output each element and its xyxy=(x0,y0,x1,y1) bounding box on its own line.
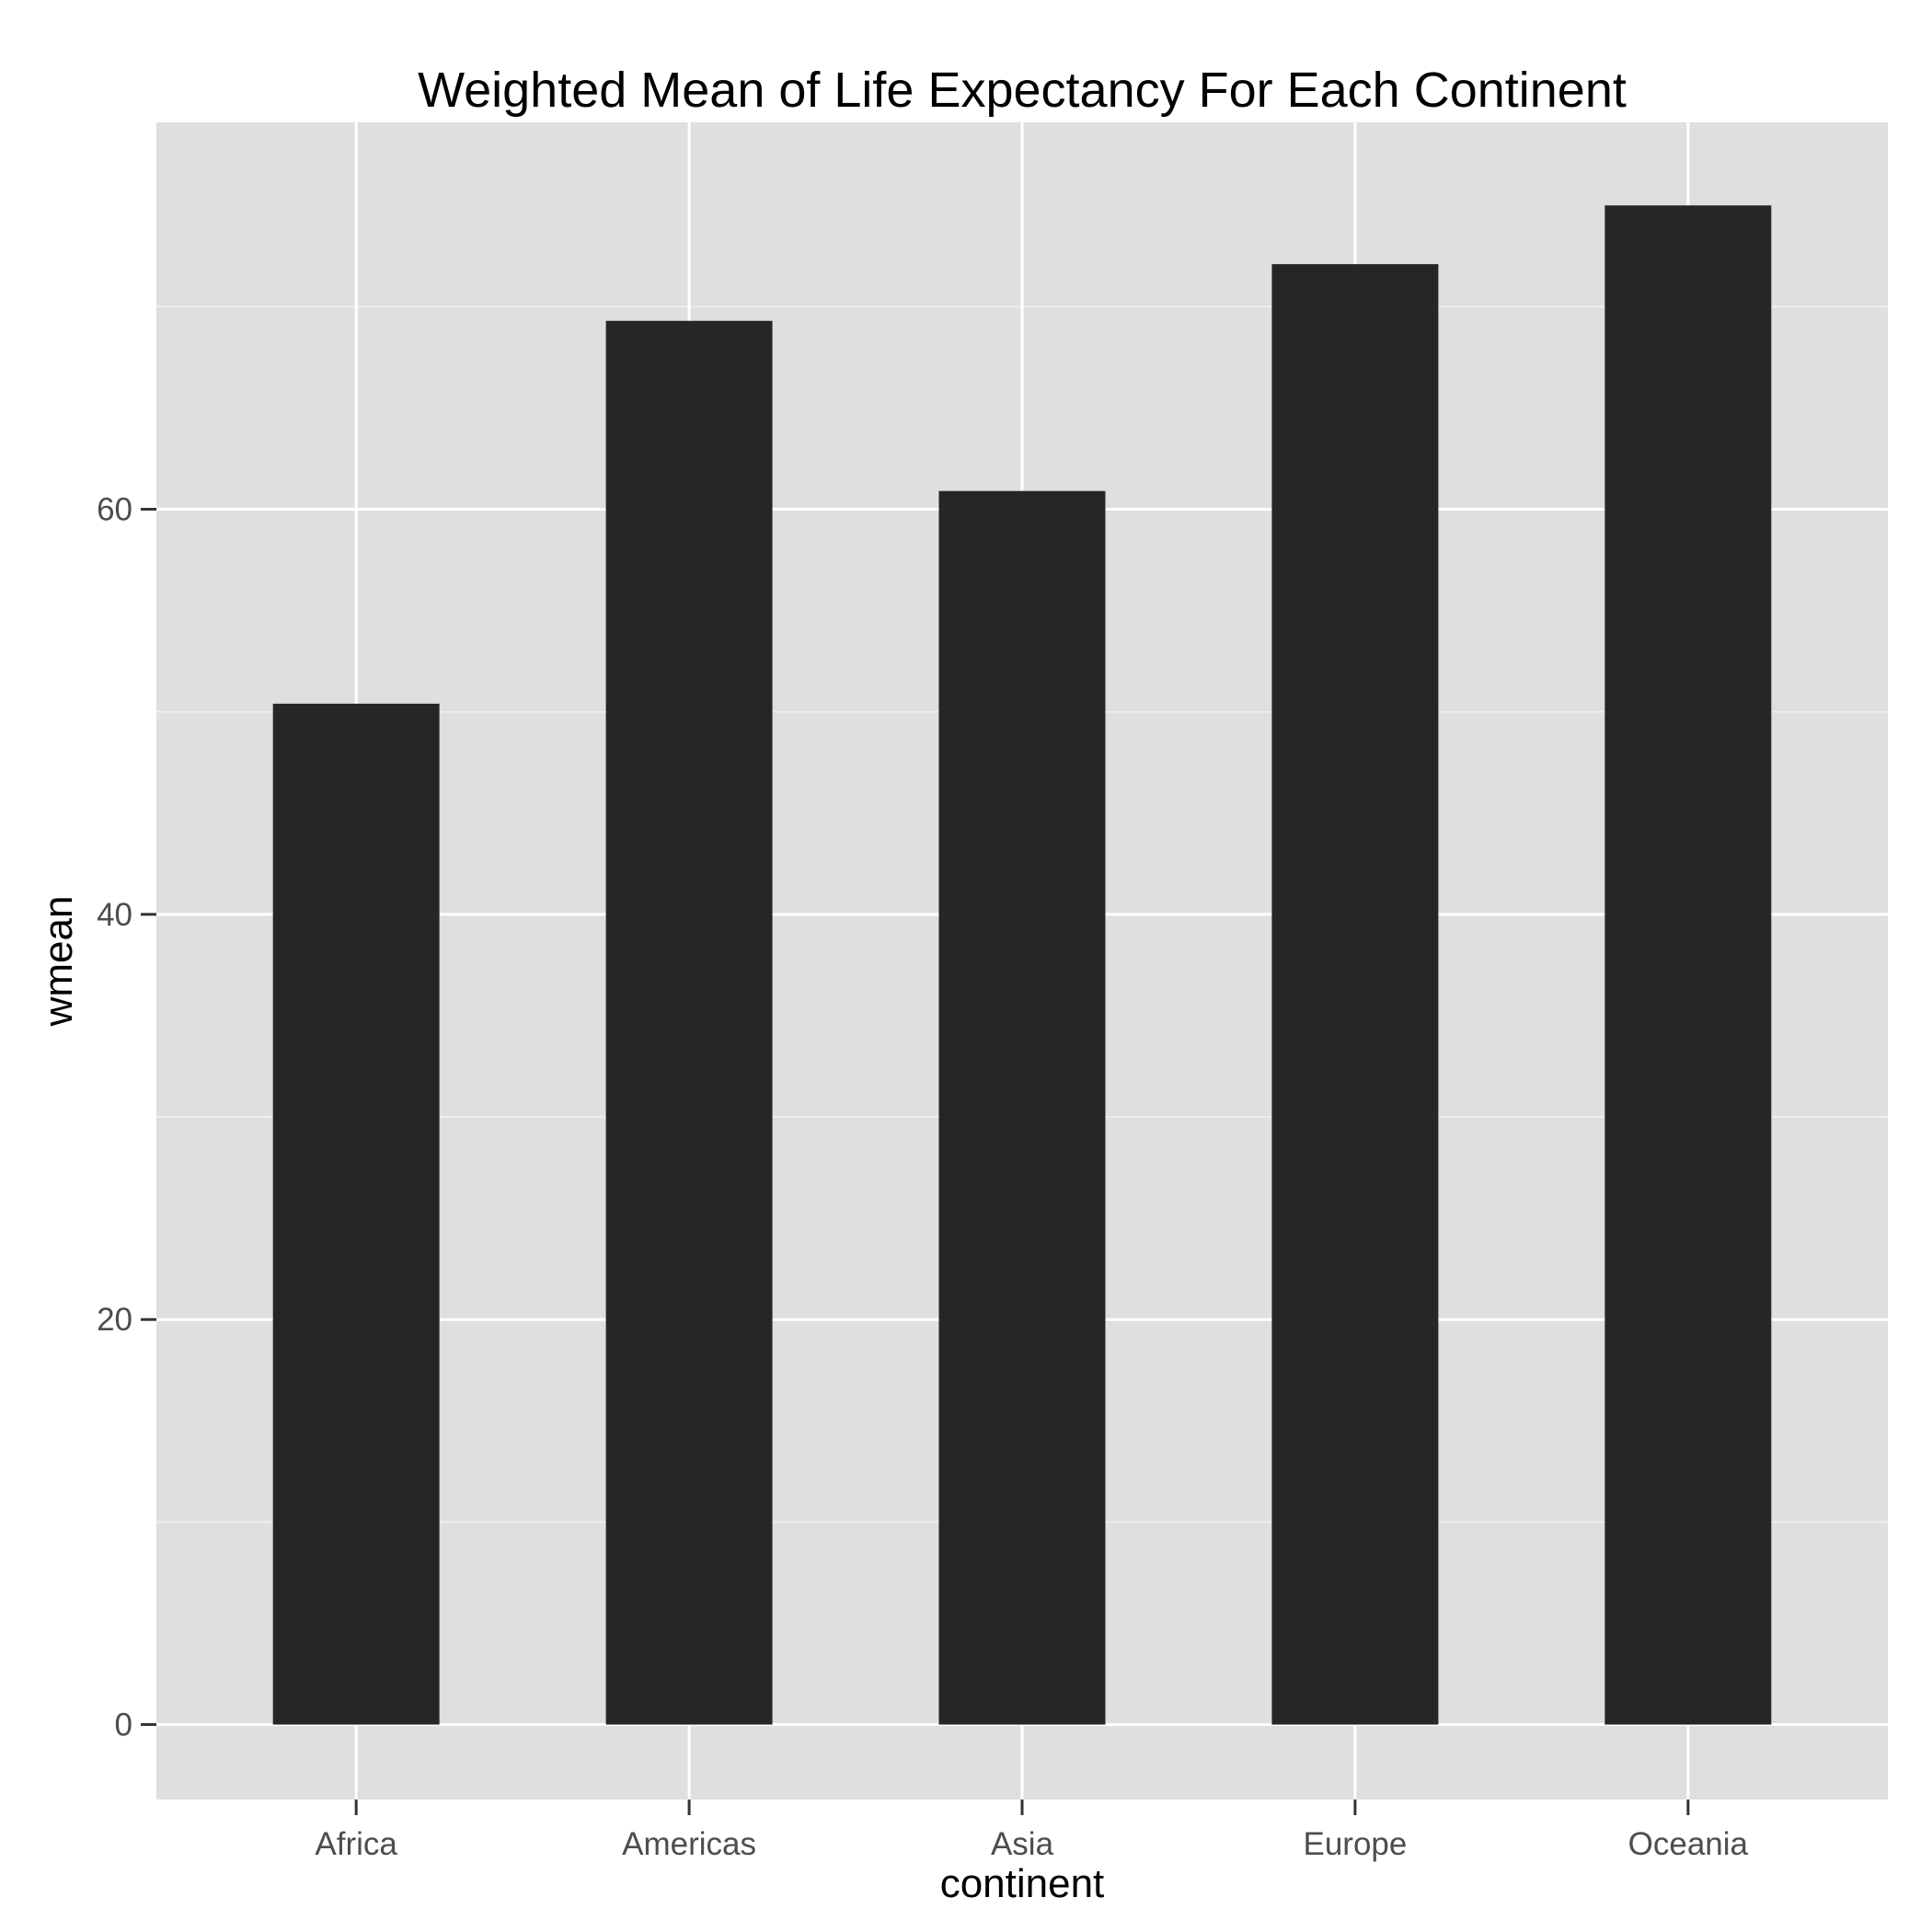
bar-asia xyxy=(938,490,1106,1725)
x-axis: Africa Americas Asia Europe Oceania xyxy=(315,1800,1749,1862)
x-tick-label-oceania: Oceania xyxy=(1628,1826,1749,1862)
y-tick-label: 0 xyxy=(115,1708,132,1743)
bars xyxy=(272,205,1772,1725)
bar-oceania xyxy=(1604,205,1772,1725)
y-tick-label: 60 xyxy=(97,492,132,528)
x-axis-title: continent xyxy=(940,1861,1105,1906)
y-axis-title: wmean xyxy=(36,896,81,1028)
bar-europe xyxy=(1271,264,1439,1725)
x-tick-label-africa: Africa xyxy=(315,1826,397,1862)
x-tick-label-americas: Americas xyxy=(622,1826,756,1862)
x-tick-label-europe: Europe xyxy=(1303,1826,1407,1862)
y-tick-label: 20 xyxy=(97,1302,132,1338)
bar-americas xyxy=(605,320,773,1725)
chart-title: Weighted Mean of Life Expectancy For Eac… xyxy=(418,63,1627,118)
bar-africa xyxy=(272,703,440,1725)
x-tick-label-asia: Asia xyxy=(991,1826,1054,1862)
y-tick-label: 40 xyxy=(97,897,132,933)
y-axis: 0 20 40 60 xyxy=(97,492,156,1743)
